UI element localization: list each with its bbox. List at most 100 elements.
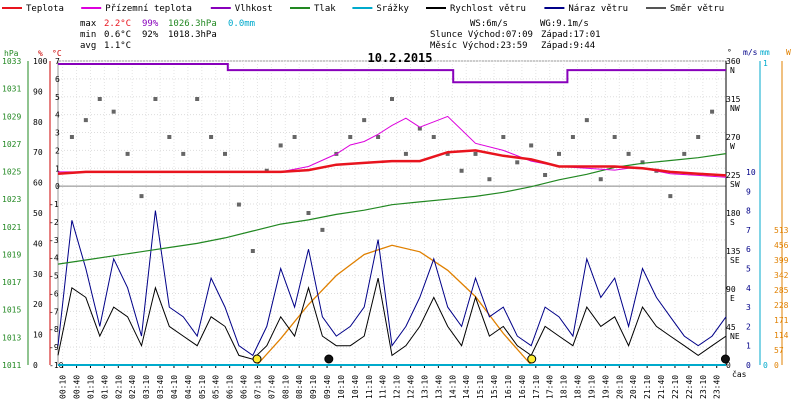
deg-tick-label: 0 (726, 361, 731, 370)
w-tick-label: 399 (774, 256, 789, 265)
deg-tick-label: 180 (726, 209, 741, 218)
x-tick-label: 01:40 (100, 375, 109, 399)
w-tick-label: 456 (774, 241, 789, 250)
wind-direction-point (223, 151, 227, 156)
w-tick-label: 171 (774, 316, 789, 325)
deg-tick-label: 90 (726, 285, 736, 294)
ms-tick-label: 6 (746, 245, 751, 254)
x-tick-label: 01:10 (86, 375, 95, 399)
x-tick-label: 02:10 (114, 375, 123, 399)
wind-direction-point (250, 249, 255, 253)
wind-direction-point (473, 151, 478, 156)
wind-direction-point (626, 151, 631, 156)
legend-label: Teplota (26, 4, 64, 14)
w-tick-label: 228 (774, 301, 789, 310)
wind-direction-point (236, 202, 241, 207)
hpa-tick-label: 1017 (2, 278, 21, 287)
wind-direction-point (167, 135, 172, 139)
stat-ws: WS:6m/s (470, 19, 508, 29)
w-tick-label: 114 (774, 331, 789, 340)
pct-axis-title: % (38, 49, 43, 58)
x-tick-label: 04:10 (170, 375, 179, 399)
deg-tick-label: 135 (726, 247, 741, 256)
x-tick-label: 12:40 (407, 375, 416, 399)
ms-tick-label: 4 (746, 284, 751, 293)
stat-value: 0.0mm (228, 19, 255, 29)
ms-tick-label: 5 (746, 265, 751, 274)
pct-tick-label: 10 (33, 331, 43, 340)
x-tick-label: 05:40 (212, 375, 221, 399)
c-tick-label: 3 (55, 129, 60, 138)
wind-direction-point (584, 118, 589, 123)
ms-tick-label: 7 (746, 226, 751, 235)
x-tick-label: 17:10 (532, 375, 541, 399)
dir-tick-label: SE (730, 256, 740, 265)
wind-direction-point (125, 151, 130, 156)
dir-tick-label: S (730, 218, 735, 227)
chart-title: 10.2.2015 (367, 51, 432, 65)
x-tick-label: 21:40 (657, 375, 666, 399)
dir-tick-label: E (730, 294, 735, 303)
x-tick-label: 10:40 (351, 375, 360, 399)
hpa-tick-label: 1027 (2, 140, 21, 149)
w-tick-label: 0 (774, 361, 779, 370)
sunset-marker (527, 354, 537, 364)
wind-direction-point (362, 118, 367, 123)
wind-direction-point (640, 160, 645, 165)
stat-label: min (80, 30, 96, 40)
stat-moon-set: Západ:9:44 (541, 41, 595, 51)
wind-direction-point (710, 109, 715, 114)
deg-tick-label: 360 (726, 57, 741, 66)
ms-tick-label: 0 (746, 361, 751, 370)
x-tick-label: 06:10 (226, 375, 235, 399)
moonrise-marker (720, 354, 730, 364)
x-tick-label: 22:10 (671, 375, 680, 399)
x-tick-label: 23:10 (699, 375, 708, 399)
x-tick-label: 13:40 (434, 375, 443, 399)
x-tick-label: 15:40 (490, 375, 499, 399)
legend-label: Směr větru (670, 4, 724, 14)
wind-direction-point (529, 143, 534, 148)
legend-label: Srážky (376, 4, 409, 14)
x-tick-label: 03:10 (142, 375, 151, 399)
hpa-tick-label: 1019 (2, 250, 21, 259)
wind-direction-point (543, 173, 548, 177)
c-tick-label: 0 (55, 182, 60, 191)
wind-direction-point (292, 135, 297, 139)
wind-direction-point (278, 143, 283, 148)
ms-axis-title: m/s (743, 48, 758, 57)
dir-tick-label: W (730, 142, 735, 151)
legend-label: Tlak (314, 4, 336, 14)
sunrise-marker (252, 354, 262, 364)
x-tick-label: 20:40 (629, 375, 638, 399)
wind-direction-point (83, 118, 88, 123)
ms-tick-label: 2 (746, 322, 751, 331)
pct-tick-label: 20 (33, 300, 43, 309)
x-tick-label: 14:40 (462, 375, 471, 399)
hpa-tick-label: 1013 (2, 333, 21, 342)
mm-axis-title: mm (760, 48, 770, 57)
wind-direction-point (320, 227, 325, 232)
wind-speed-line (57, 277, 727, 360)
hpa-tick-label: 1025 (2, 168, 21, 177)
c-tick-label: -6 (49, 289, 59, 298)
x-tick-label: 19:40 (601, 375, 610, 399)
x-tick-label: 05:10 (198, 375, 207, 399)
w-tick-label: 285 (774, 286, 789, 295)
deg-tick-label: 45 (726, 323, 736, 332)
mm-tick-label: 0 (763, 361, 768, 370)
pct-tick-label: 100 (33, 57, 48, 66)
deg-tick-label: 315 (726, 95, 741, 104)
x-tick-label: 00:10 (59, 375, 68, 399)
wind-direction-point (459, 168, 464, 173)
hpa-tick-label: 1033 (2, 57, 21, 66)
c-tick-label: 7 (55, 57, 60, 66)
x-tick-label: 16:10 (504, 375, 513, 399)
wind-direction-point (682, 151, 687, 156)
c-tick-label: -9 (49, 343, 59, 352)
pct-tick-label: 50 (33, 209, 43, 218)
ms-tick-label: 10 (746, 168, 756, 177)
stat-value: 1026.3hPa (168, 19, 217, 29)
wind-direction-point (557, 151, 561, 156)
